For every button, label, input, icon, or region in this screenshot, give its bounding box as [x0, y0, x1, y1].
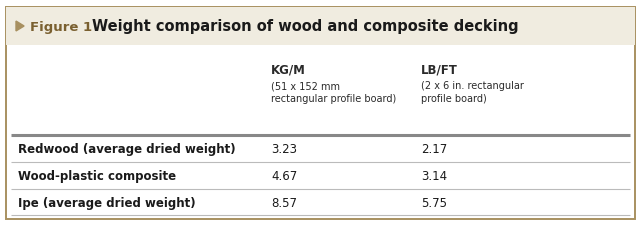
Text: 4.67: 4.67	[271, 169, 297, 182]
Text: 3.23: 3.23	[271, 142, 297, 155]
Polygon shape	[16, 22, 24, 32]
Text: 2.17: 2.17	[421, 142, 447, 155]
Text: 3.14: 3.14	[421, 169, 447, 182]
Text: Redwood (average dried weight): Redwood (average dried weight)	[18, 142, 236, 155]
Text: 8.57: 8.57	[271, 196, 297, 209]
Text: Wood-plastic composite: Wood-plastic composite	[18, 169, 176, 182]
Text: Ipe (average dried weight): Ipe (average dried weight)	[18, 196, 196, 209]
Text: (2 x 6 in. rectangular
profile board): (2 x 6 in. rectangular profile board)	[421, 81, 524, 104]
Text: KG/M: KG/M	[271, 64, 306, 77]
Text: LB/FT: LB/FT	[421, 64, 458, 77]
Text: (51 x 152 mm
rectangular profile board): (51 x 152 mm rectangular profile board)	[271, 81, 396, 104]
Text: Weight comparison of wood and composite decking: Weight comparison of wood and composite …	[92, 20, 519, 34]
Text: 5.75: 5.75	[421, 196, 447, 209]
Bar	[6, 8, 635, 46]
Text: Figure 1: Figure 1	[30, 20, 92, 33]
